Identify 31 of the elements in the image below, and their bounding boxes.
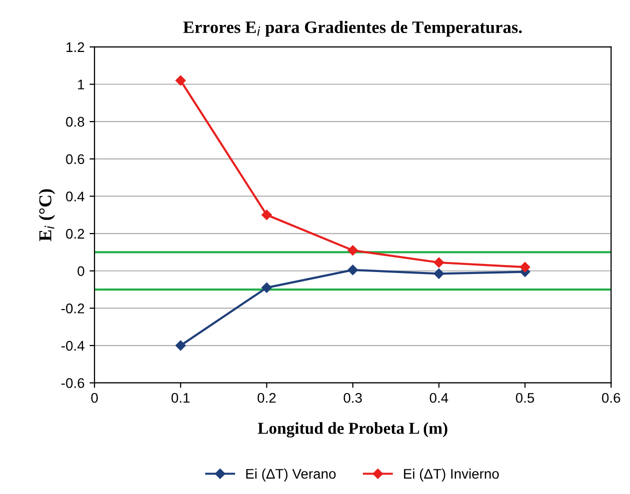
chart-title: Errores E$_{i}$ para Gradientes de Temperaturas. xyxy=(183,20,522,37)
point xyxy=(175,340,186,351)
point xyxy=(348,245,358,256)
x-tick-label: 0.1 xyxy=(171,392,190,403)
y-tick-label: 1.2 xyxy=(66,42,84,52)
x-tick-label: 0.4 xyxy=(430,392,448,403)
y-tick-label: 0.6 xyxy=(66,154,84,164)
point xyxy=(262,282,272,293)
legend-label: Ei (ΔT) Invierno xyxy=(404,468,499,482)
y-tick-label: 1 xyxy=(78,80,84,90)
point xyxy=(434,268,444,279)
y-tick-label: -0.4 xyxy=(61,340,84,351)
x-tick-label: 0.5 xyxy=(516,392,534,403)
y-tick-label: 0.8 xyxy=(66,116,84,127)
point xyxy=(348,264,358,276)
point xyxy=(520,262,530,272)
point xyxy=(262,210,272,220)
x-tick-label: 0 xyxy=(91,392,98,403)
y-tick-label: -0.2 xyxy=(61,304,84,314)
point xyxy=(434,257,444,268)
y-tick-label: 0 xyxy=(78,266,84,276)
y-tick-label: 0.4 xyxy=(66,192,84,202)
point xyxy=(175,75,186,86)
y-tick-label: 0.2 xyxy=(66,228,84,239)
x-tick-label: 0.2 xyxy=(258,392,276,403)
x-axis-title: Longitud de Probeta L (m) xyxy=(258,422,448,438)
y-axis-title: E$_{i}$ (°C) xyxy=(38,189,56,242)
x-tick-label: 0.3 xyxy=(344,392,362,403)
legend-label: Ei (ΔT) Verano xyxy=(246,468,336,482)
y-tick-label: -0.6 xyxy=(61,378,84,388)
x-tick-label: 0.6 xyxy=(602,392,620,403)
